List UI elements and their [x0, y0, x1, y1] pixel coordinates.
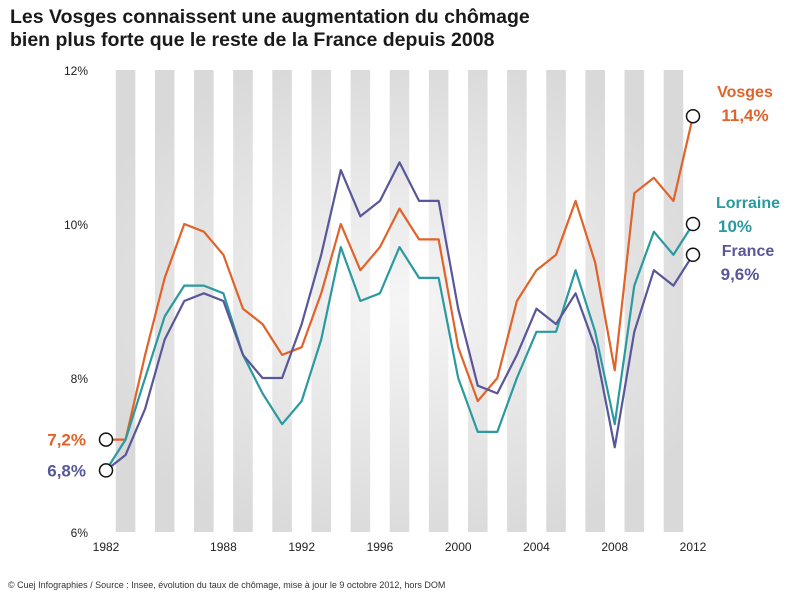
end-label-name-vosges: Vosges [717, 84, 773, 101]
chart-title-line1: Les Vosges connaissent une augmentation … [10, 6, 530, 28]
x-tick-label: 1992 [288, 540, 315, 554]
y-tick-label: 6% [71, 526, 89, 540]
x-tick-label: 2004 [523, 540, 550, 554]
source-note: © Cuej Infographies / Source : Insee, év… [8, 580, 446, 590]
end-label-value-lorraine: 10% [718, 217, 752, 236]
end-label-value-france: 9,6% [721, 265, 760, 284]
chart-title: Les Vosges connaissent une augmentation … [10, 6, 610, 52]
series-line-lorraine [105, 223, 694, 471]
y-tick-label: 8% [71, 372, 89, 386]
end-marker-vosges [685, 108, 701, 124]
series-line-france [105, 161, 694, 472]
chart-title-line2: bien plus forte que le reste de la Franc… [10, 29, 495, 51]
end-label-value-vosges: 11,4% [721, 106, 768, 125]
x-tick-label: 2012 [680, 540, 707, 554]
end-label-name-france: France [722, 243, 775, 260]
plot-haze [95, 70, 712, 532]
end-marker-lorraine [685, 216, 701, 232]
start-label-vosges: 7,2% [47, 431, 86, 450]
start-label-france: 6,8% [47, 461, 86, 480]
series-line-vosges [106, 115, 695, 441]
x-tick-label: 1988 [210, 540, 237, 554]
end-label-name-lorraine: Lorraine [716, 195, 780, 212]
x-tick-label: 2008 [601, 540, 628, 554]
y-tick-label: 12% [64, 64, 88, 78]
end-marker-france [685, 247, 701, 263]
start-marker-vosges [98, 432, 114, 447]
x-tick-label: 1982 [93, 540, 120, 554]
x-tick-label: 1996 [367, 540, 394, 554]
x-tick-label: 2000 [445, 540, 472, 554]
start-marker-france [98, 463, 114, 478]
y-tick-label: 10% [64, 218, 88, 232]
